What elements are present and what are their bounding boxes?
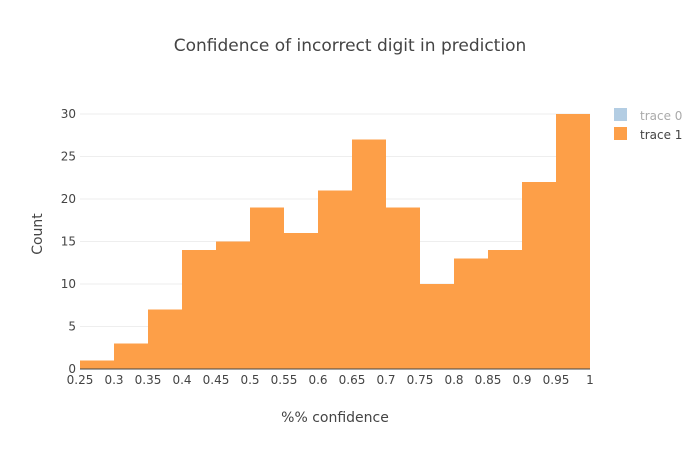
y-tick-label: 30	[61, 107, 76, 121]
histogram-bar[interactable]	[556, 114, 590, 369]
y-tick-label: 25	[61, 150, 76, 164]
histogram-bar[interactable]	[352, 139, 386, 370]
legend-item-trace-0[interactable]: trace 0	[614, 108, 682, 123]
y-axis-title: Count	[30, 213, 46, 255]
histogram-bar[interactable]	[148, 309, 182, 370]
x-tick-label: 0.9	[512, 373, 531, 387]
y-tick-label: 5	[68, 320, 76, 334]
histogram-bar[interactable]	[250, 207, 284, 370]
histogram-bar[interactable]	[182, 250, 216, 369]
legend-item-trace-1[interactable]: trace 1	[614, 127, 682, 142]
y-tick-label: 15	[61, 235, 76, 249]
x-tick-label: 0.4	[172, 373, 191, 387]
x-axis-ticks: 0.25 0.3 0.35 0.4 0.45 0.5 0.55 0.6 0.65 0.7 0.75 0…	[67, 373, 594, 387]
chart-title: Confidence of incorrect digit in predict…	[174, 36, 527, 56]
x-tick-label: 0.55	[271, 373, 298, 387]
y-axis-ticks: 0 5 10 15 20 25 30	[61, 107, 76, 376]
histogram-bar[interactable]	[284, 233, 318, 369]
legend-swatch-trace-0	[614, 108, 627, 121]
x-tick-label: 0.45	[203, 373, 230, 387]
histogram-bar[interactable]	[522, 182, 556, 369]
y-tick-label: 10	[61, 277, 76, 291]
x-axis-title: %% confidence	[281, 410, 389, 426]
histogram-bar[interactable]	[318, 190, 352, 370]
x-tick-label: 0.7	[376, 373, 395, 387]
histogram-bar[interactable]	[488, 250, 522, 369]
histogram-bar[interactable]	[216, 241, 250, 370]
x-tick-label: 0.6	[308, 373, 327, 387]
histogram-bar[interactable]	[454, 258, 488, 370]
legend-swatch-trace-1	[614, 127, 627, 140]
legend-label-trace-0: trace 0	[640, 109, 682, 123]
histogram-bar[interactable]	[386, 207, 420, 370]
x-tick-label: 0.8	[444, 373, 463, 387]
x-tick-label: 0.85	[475, 373, 502, 387]
x-tick-label: 1	[586, 373, 594, 387]
x-tick-label: 0.3	[104, 373, 123, 387]
x-tick-label: 0.5	[240, 373, 259, 387]
x-tick-label: 0.95	[543, 373, 570, 387]
x-tick-label: 0.75	[407, 373, 434, 387]
x-tick-label: 0.25	[67, 373, 94, 387]
legend-label-trace-1: trace 1	[640, 128, 682, 142]
histogram-bar[interactable]	[420, 284, 454, 369]
histogram-bar[interactable]	[80, 360, 114, 370]
histogram-bar[interactable]	[114, 343, 148, 370]
bars	[80, 114, 590, 369]
y-tick-label: 0	[68, 362, 76, 376]
x-tick-label: 0.35	[135, 373, 162, 387]
y-tick-label: 20	[61, 192, 76, 206]
legend: trace 0 trace 1	[614, 108, 682, 142]
x-tick-label: 0.65	[339, 373, 366, 387]
